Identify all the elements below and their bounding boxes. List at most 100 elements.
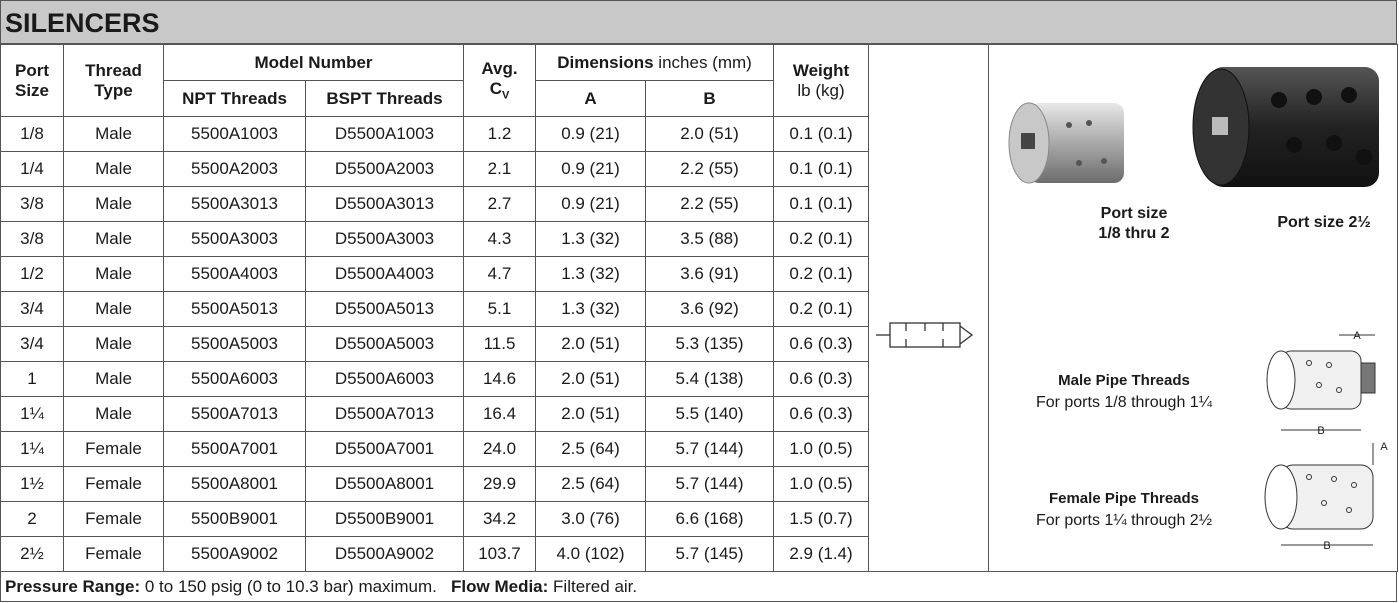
table-cell: 0.2 (0.1) (774, 257, 869, 292)
black-silencer (1193, 67, 1379, 187)
caption: For ports 1/8 through 1¼ (1036, 394, 1213, 411)
table-cell: 4.7 (464, 257, 536, 292)
table-cell: 5500A6003 (164, 362, 306, 397)
table-cell: 0.2 (0.1) (774, 292, 869, 327)
table-cell: 0.9 (21) (536, 117, 646, 152)
table-cell: 2.9 (1.4) (774, 537, 869, 572)
table-cell: 0.2 (0.1) (774, 222, 869, 257)
header-text: Weight (793, 61, 849, 80)
table-cell: D5500A7001 (306, 432, 464, 467)
header-cell: BSPT Threads (306, 81, 464, 117)
caption: Male Pipe Threads (1058, 372, 1190, 389)
header-cell: Avg.CV (464, 45, 536, 117)
caption: Female Pipe Threads (1049, 490, 1199, 507)
table-cell: 1.3 (32) (536, 292, 646, 327)
table-cell: 0.1 (0.1) (774, 187, 869, 222)
table-cell: 1¼ (1, 432, 64, 467)
header-cell: B (646, 81, 774, 117)
dimension-label: B (1317, 425, 1324, 437)
header-text: Thread (85, 61, 142, 80)
header-cell: Model Number (164, 45, 464, 81)
silver-silencer (1009, 103, 1124, 183)
table-cell: 2.0 (51) (536, 327, 646, 362)
table-cell: 1/8 (1, 117, 64, 152)
table-cell: 1.2 (464, 117, 536, 152)
male-diagram: A B (1267, 330, 1375, 437)
table-cell: 1.0 (0.5) (774, 467, 869, 502)
table-cell: 3/8 (1, 187, 64, 222)
table-cell: 5500A5003 (164, 327, 306, 362)
dimension-label: B (1323, 540, 1330, 552)
table-cell: 24.0 (464, 432, 536, 467)
table-cell: 5500A1003 (164, 117, 306, 152)
table-cell: 2.5 (64) (536, 432, 646, 467)
table-cell: 1½ (1, 467, 64, 502)
header-cell: Dimensions inches (mm) (536, 45, 774, 81)
table-cell: 5500A5013 (164, 292, 306, 327)
table-cell: 0.6 (0.3) (774, 327, 869, 362)
table-cell: 5.1 (464, 292, 536, 327)
table-cell: 11.5 (464, 327, 536, 362)
table-cell: D5500A3003 (306, 222, 464, 257)
table-cell: D5500A1003 (306, 117, 464, 152)
table-cell: Male (64, 327, 164, 362)
table-cell: D5500A6003 (306, 362, 464, 397)
table-cell: D5500A8001 (306, 467, 464, 502)
footer-text: 0 to 150 psig (0 to 10.3 bar) maximum. (145, 577, 437, 596)
table-cell: 4.0 (102) (536, 537, 646, 572)
caption: Port size (1101, 205, 1168, 222)
table-cell: Male (64, 362, 164, 397)
caption: For ports 1¼ through 2½ (1036, 512, 1212, 529)
header-text: C (490, 79, 502, 98)
table-cell: 5500A4003 (164, 257, 306, 292)
table-cell: 5500B9001 (164, 502, 306, 537)
dimension-label: A (1353, 330, 1361, 342)
table-cell: 0.6 (0.3) (774, 362, 869, 397)
header-text: Size (15, 81, 49, 100)
header-text: Port (15, 61, 49, 80)
header-cell: A (536, 81, 646, 117)
table-cell: D5500B9001 (306, 502, 464, 537)
footer-text: Filtered air. (553, 577, 637, 596)
table-cell: D5500A5013 (306, 292, 464, 327)
table-cell: D5500A4003 (306, 257, 464, 292)
table-cell: 3/8 (1, 222, 64, 257)
table-cell: 3/4 (1, 327, 64, 362)
female-diagram: A B (1265, 441, 1388, 552)
table-cell: D5500A2003 (306, 152, 464, 187)
table-cell: 5.7 (145) (646, 537, 774, 572)
table-cell: D5500A9002 (306, 537, 464, 572)
header-text: Dimensions (557, 53, 653, 72)
table-cell: 14.6 (464, 362, 536, 397)
symbol-panel (868, 44, 988, 572)
table-cell: Male (64, 187, 164, 222)
header-text: inches (mm) (658, 53, 752, 72)
footer-label: Pressure Range: (5, 577, 140, 596)
table-cell: 1.5 (0.7) (774, 502, 869, 537)
header-text: lb (kg) (797, 81, 844, 100)
header-subscript: V (502, 90, 509, 102)
dimension-label: A (1380, 441, 1388, 453)
table-cell: D5500A5003 (306, 327, 464, 362)
table-cell: 3.6 (92) (646, 292, 774, 327)
table-cell: 2.7 (464, 187, 536, 222)
table-cell: 1.3 (32) (536, 222, 646, 257)
header-text: Type (94, 81, 132, 100)
table-cell: 5500A8001 (164, 467, 306, 502)
table-cell: 0.6 (0.3) (774, 397, 869, 432)
table-cell: 2.2 (55) (646, 187, 774, 222)
table-cell: 2.5 (64) (536, 467, 646, 502)
table-cell: 0.1 (0.1) (774, 152, 869, 187)
table-cell: 2.2 (55) (646, 152, 774, 187)
table-cell: 3.6 (91) (646, 257, 774, 292)
